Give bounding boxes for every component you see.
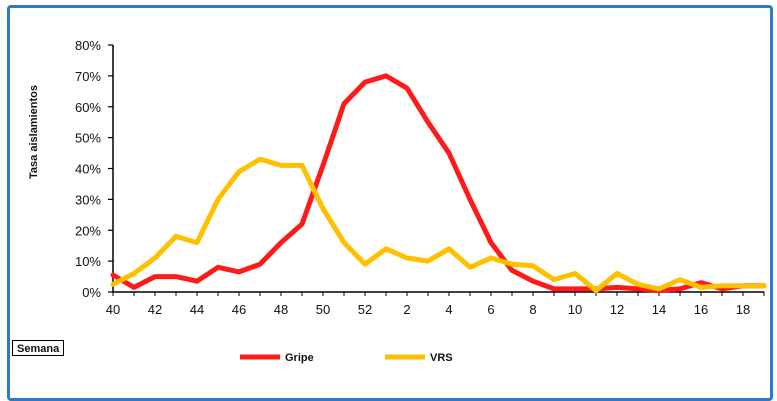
x-tick-label: 52 [358, 302, 372, 317]
y-tick-label: 60% [75, 100, 101, 115]
series-line-gripe [110, 73, 767, 293]
x-tick-label: 44 [190, 302, 204, 317]
x-tick-label: 6 [487, 302, 494, 317]
x-tick-label: 50 [316, 302, 330, 317]
x-tick-label: 16 [694, 302, 708, 317]
y-tick-label: 20% [75, 223, 101, 238]
x-tick-label: 40 [106, 302, 120, 317]
x-tick-label: 12 [610, 302, 624, 317]
chart-frame [7, 5, 773, 401]
x-tick-label: 48 [274, 302, 288, 317]
x-tick-label: 2 [403, 302, 410, 317]
x-tick-label: 42 [148, 302, 162, 317]
x-tick-label: 18 [736, 302, 750, 317]
y-tick-label: 80% [75, 38, 101, 53]
x-tick-label: 46 [232, 302, 246, 317]
y-tick-label: 50% [75, 131, 101, 146]
y-tick-label: 30% [75, 192, 101, 207]
legend-label-gripe: Gripe [285, 352, 314, 364]
y-axis-label: Tasa aislamientos [28, 85, 40, 179]
x-tick-label: 8 [529, 302, 536, 317]
legend-label-vrs: VRS [430, 352, 453, 364]
y-tick-label: 70% [75, 69, 101, 84]
y-axis-ticks: 0% 10% 20% 30% 40% 50% 60% 70% 80% [75, 38, 113, 300]
y-tick-label: 0% [82, 285, 101, 300]
series-line-vrs [110, 156, 767, 293]
y-tick-label: 40% [75, 162, 101, 177]
series-lines [110, 73, 767, 293]
y-tick-label: 10% [75, 254, 101, 269]
x-axis-ticks: 40 42 44 46 48 50 52 2 4 6 8 10 12 14 16 18 [106, 292, 765, 317]
x-tick-label: 10 [568, 302, 582, 317]
x-tick-label: 14 [652, 302, 666, 317]
x-axis-title: Semana [12, 340, 65, 356]
x-tick-label: 4 [445, 302, 452, 317]
legend: Gripe VRS [240, 352, 453, 364]
